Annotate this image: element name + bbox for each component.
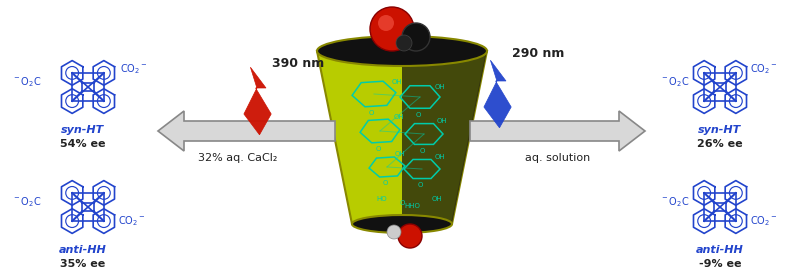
Polygon shape (158, 111, 335, 151)
Polygon shape (402, 51, 487, 224)
Ellipse shape (316, 36, 487, 66)
Text: O: O (419, 148, 424, 154)
Text: O: O (369, 110, 374, 116)
Text: HHO: HHO (404, 203, 419, 209)
Text: $^-$O$_2$C: $^-$O$_2$C (12, 75, 42, 89)
Text: anti-HH: anti-HH (695, 245, 743, 255)
Text: anti-HH: anti-HH (59, 245, 107, 255)
Text: CO$_2$$^-$: CO$_2$$^-$ (749, 62, 777, 76)
Text: 35% ee: 35% ee (60, 259, 105, 269)
Text: OH: OH (436, 118, 446, 124)
Polygon shape (483, 60, 511, 128)
Circle shape (386, 225, 401, 239)
Text: O: O (417, 182, 422, 188)
Text: CO$_2$$^-$: CO$_2$$^-$ (749, 214, 777, 228)
Circle shape (397, 224, 422, 248)
Text: 54% ee: 54% ee (60, 139, 106, 149)
Circle shape (369, 7, 414, 51)
Polygon shape (316, 51, 487, 224)
Text: syn-HT: syn-HT (698, 125, 740, 135)
Text: OH: OH (434, 154, 445, 160)
Text: 390 nm: 390 nm (271, 57, 324, 71)
Circle shape (396, 35, 411, 51)
Text: OH: OH (391, 79, 402, 85)
Ellipse shape (352, 215, 451, 233)
Circle shape (402, 23, 430, 51)
Text: aq. solution: aq. solution (524, 153, 590, 163)
Text: CO$_2$$^-$: CO$_2$$^-$ (118, 214, 145, 228)
Text: $^-$O$_2$C: $^-$O$_2$C (12, 195, 42, 209)
Polygon shape (243, 67, 271, 135)
Text: 26% ee: 26% ee (696, 139, 742, 149)
Circle shape (377, 15, 393, 31)
Text: $^-$O$_2$C: $^-$O$_2$C (659, 75, 689, 89)
Text: HO: HO (377, 196, 387, 202)
Text: $^-$O$_2$C: $^-$O$_2$C (659, 195, 689, 209)
Text: OH: OH (393, 114, 404, 120)
Text: syn-HT: syn-HT (61, 125, 104, 135)
Text: OH: OH (434, 84, 445, 90)
Text: 32% aq. CaCl₂: 32% aq. CaCl₂ (198, 153, 277, 163)
Text: O: O (375, 146, 380, 152)
Text: O: O (415, 112, 420, 118)
Text: CO$_2$$^-$: CO$_2$$^-$ (120, 62, 148, 76)
Text: 290 nm: 290 nm (512, 47, 564, 61)
Text: OH: OH (431, 196, 442, 202)
Text: O: O (382, 180, 387, 186)
Text: OH: OH (394, 151, 405, 157)
Text: O: O (399, 200, 404, 206)
Polygon shape (470, 111, 644, 151)
Text: -9% ee: -9% ee (698, 259, 740, 269)
